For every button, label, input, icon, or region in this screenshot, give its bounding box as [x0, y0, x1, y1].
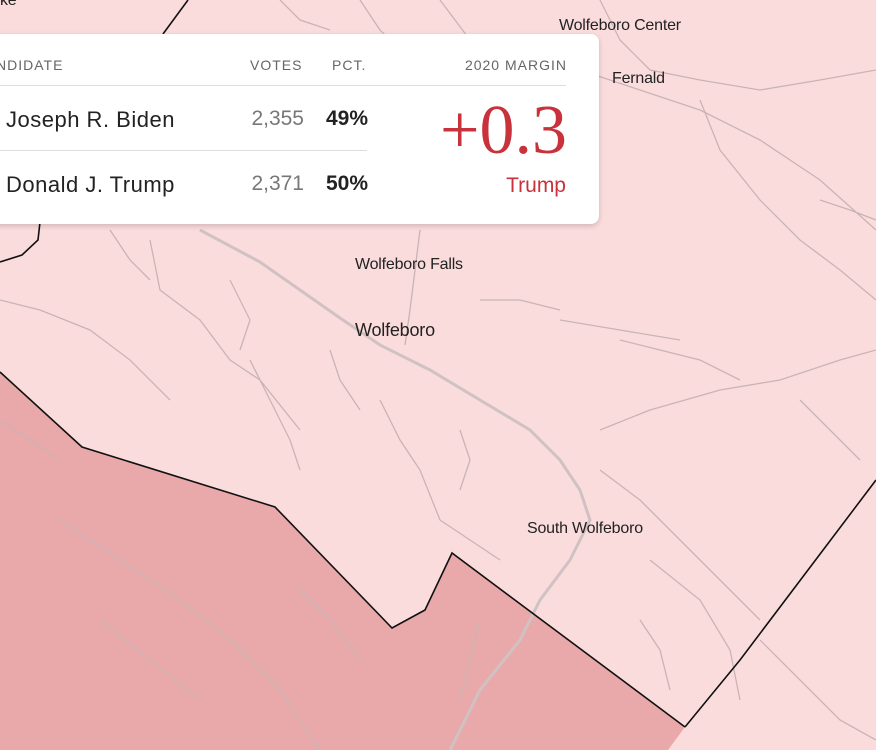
place-label-wolfeboro-falls: Wolfeboro Falls: [355, 256, 463, 273]
margin-party: Trump: [506, 174, 566, 197]
candidate-pct: 49%: [325, 107, 368, 130]
margin-value: +0.3: [440, 92, 567, 169]
header-candidate: NDIDATE: [0, 57, 64, 73]
place-label-south-wolfeboro: South Wolfeboro: [527, 520, 643, 537]
town-boundaries: [0, 0, 876, 728]
candidate-pct: 50%: [325, 172, 368, 195]
place-label-wolfeboro: Wolfeboro: [355, 320, 435, 340]
candidate-votes: 2,355: [251, 107, 304, 130]
town-region-dark: [0, 372, 685, 750]
header-pct: PCT.: [332, 57, 367, 73]
row-divider: [0, 150, 367, 151]
header-votes: VOTES: [250, 57, 303, 73]
candidate-name: Donald J. Trump: [6, 172, 175, 197]
place-label-fernald: Fernald: [612, 70, 665, 87]
place-label-partial: ke: [0, 0, 17, 9]
place-label-wolfeboro-center: Wolfeboro Center: [559, 17, 681, 34]
header-divider: [0, 85, 566, 86]
candidate-votes: 2,371: [251, 172, 304, 195]
header-margin: 2020 MARGIN: [464, 57, 567, 73]
candidate-name: Joseph R. Biden: [6, 107, 175, 132]
results-tooltip: NDIDATE VOTES PCT. 2020 MARGIN Joseph R.…: [0, 34, 599, 224]
